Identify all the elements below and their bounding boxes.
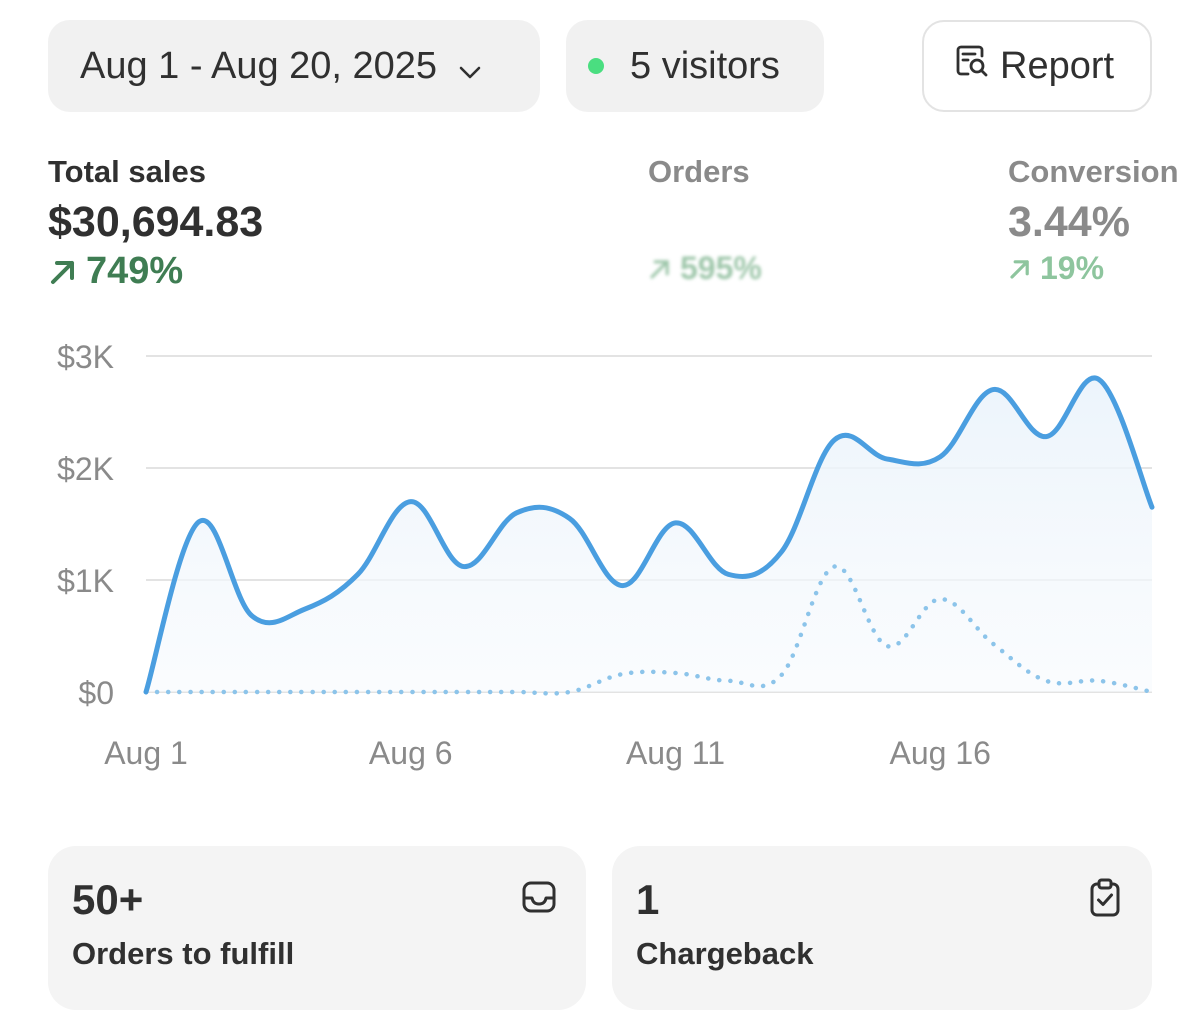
orders-change-value: 595% [680, 250, 762, 286]
previous-period-line [143, 564, 1155, 696]
inbox-icon [520, 878, 558, 921]
current-period-line [143, 375, 1155, 695]
report-button[interactable]: Report [922, 20, 1152, 112]
chargeback-label: Chargeback [636, 936, 814, 971]
orders-metric[interactable]: Orders 595% [648, 154, 762, 287]
x-tick-label: Aug 11 [626, 735, 725, 771]
orders-to-fulfill-label: Orders to fulfill [72, 936, 295, 971]
total-sales-metric[interactable]: Total sales $30,694.83 749% [48, 154, 263, 293]
chargeback-card[interactable]: 1 Chargeback [612, 846, 1152, 1010]
y-axis: $0 $1K $2K $3K [57, 339, 114, 711]
conversion-change-value: 19% [1040, 250, 1105, 286]
visitors-label: 5 visitors [630, 44, 780, 87]
y-tick-label: $3K [57, 339, 114, 375]
conversion-value: 3.44% [1008, 198, 1130, 246]
arrow-up-right-icon [51, 260, 74, 284]
chevron-down-icon [459, 47, 481, 90]
x-axis: Aug 1 Aug 6 Aug 11 Aug 16 [104, 735, 991, 771]
orders-to-fulfill-count: 50+ [72, 876, 144, 923]
conversion-change: 19% [1008, 250, 1179, 287]
conversion-metric[interactable]: Conversion 3.44% 19% [1008, 154, 1179, 287]
x-tick-label: Aug 16 [889, 735, 990, 771]
orders-label: Orders [648, 154, 750, 189]
arrow-up-right-icon [1010, 259, 1029, 279]
live-status-dot [588, 58, 604, 74]
orders-change: 595% [648, 250, 762, 287]
live-visitors-badge[interactable]: 5 visitors [566, 20, 824, 112]
sales-line-chart[interactable]: $0 $1K $2K $3K Aug 1 Aug 6 Aug 11 Aug 16 [0, 320, 1200, 800]
y-tick-label: $1K [57, 563, 114, 599]
orders-to-fulfill-card[interactable]: 50+ Orders to fulfill [48, 846, 586, 1010]
total-sales-change: 749% [48, 250, 263, 293]
orders-value [648, 198, 762, 248]
current-period-area [146, 377, 1152, 692]
conversion-label: Conversion [1008, 154, 1179, 189]
x-tick-label: Aug 6 [369, 735, 453, 771]
y-tick-label: $0 [78, 675, 114, 711]
total-sales-change-value: 749% [86, 250, 184, 292]
date-range-label: Aug 1 - Aug 20, 2025 [80, 44, 438, 87]
x-tick-label: Aug 1 [104, 735, 188, 771]
date-range-selector[interactable]: Aug 1 - Aug 20, 2025 [48, 20, 540, 112]
clipboard-check-icon [1086, 878, 1124, 923]
report-search-icon [954, 43, 1000, 89]
total-sales-label: Total sales [48, 154, 206, 189]
arrow-up-right-icon [650, 259, 669, 279]
y-tick-label: $2K [57, 451, 114, 487]
total-sales-value: $30,694.83 [48, 198, 264, 246]
report-label: Report [1000, 44, 1115, 87]
chargeback-count: 1 [636, 876, 660, 923]
